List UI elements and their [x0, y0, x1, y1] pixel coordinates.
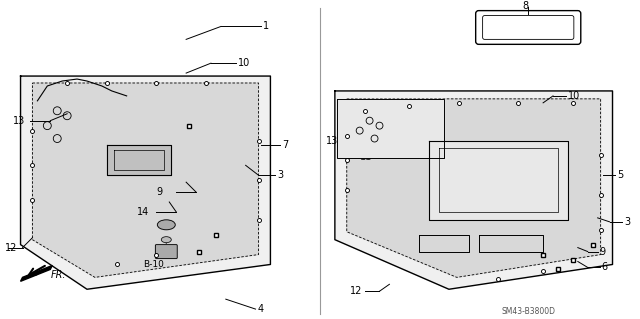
Ellipse shape [161, 237, 172, 243]
Polygon shape [107, 145, 172, 175]
Text: 6: 6 [602, 263, 608, 272]
Text: 9: 9 [156, 187, 163, 197]
Polygon shape [335, 91, 612, 289]
Polygon shape [347, 99, 600, 277]
Polygon shape [337, 99, 444, 158]
Text: 7: 7 [282, 140, 289, 151]
Polygon shape [33, 83, 259, 277]
Text: 5: 5 [618, 170, 624, 180]
Text: 9: 9 [600, 247, 605, 256]
Text: 13: 13 [13, 116, 25, 126]
Text: 3: 3 [625, 217, 630, 227]
Text: 3: 3 [277, 170, 284, 180]
Text: 12: 12 [4, 243, 17, 253]
Text: 12: 12 [350, 286, 363, 296]
Text: 14: 14 [136, 207, 149, 217]
Text: SM43-B3800D: SM43-B3800D [501, 307, 556, 315]
Text: 8: 8 [522, 1, 528, 11]
Polygon shape [429, 140, 568, 220]
Polygon shape [20, 265, 52, 281]
Text: 2: 2 [391, 108, 397, 118]
Text: 1: 1 [262, 21, 269, 32]
Text: 10: 10 [237, 58, 250, 68]
Text: 4: 4 [257, 304, 264, 314]
Ellipse shape [157, 220, 175, 230]
Text: FR.: FR. [51, 271, 66, 280]
Text: B-10: B-10 [143, 260, 164, 269]
Text: 10: 10 [568, 91, 580, 101]
Text: 13: 13 [326, 136, 338, 145]
Text: 11: 11 [360, 152, 372, 162]
FancyBboxPatch shape [156, 245, 177, 258]
Polygon shape [20, 76, 271, 289]
